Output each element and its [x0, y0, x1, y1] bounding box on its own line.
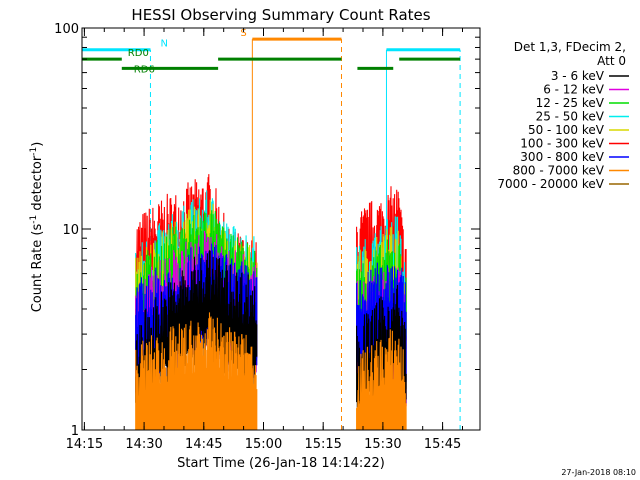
legend-entry-2: 12 - 25 keV — [536, 96, 605, 110]
svg-text:Count Rate (s-1 detector-1): Count Rate (s-1 detector-1) — [29, 142, 45, 313]
legend-entry-0: 3 - 6 keV — [551, 69, 605, 83]
flag-label-rd6: RD6 — [134, 64, 155, 75]
plot-area: N S RD0 RD6 — [81, 28, 461, 431]
x-tick-label-0: 14:15 — [66, 437, 103, 452]
x-tick-label-6: 15:45 — [424, 437, 461, 452]
flag-label-n: N — [160, 39, 167, 50]
legend-header-0: Det 1,3, FDecim 2, — [514, 40, 626, 54]
legend-entry-8: 7000 - 20000 keV — [497, 177, 604, 191]
axes: 14:15 14:30 14:45 15:00 15:15 15:30 15:45 1 10 10… — [54, 22, 481, 452]
x-tick-label-4: 15:15 — [304, 437, 341, 452]
y-tick-label-1: 10 — [62, 223, 79, 238]
x-axis-label: Start Time (26-Jan-18 14:14:22) — [177, 456, 385, 471]
y-axis-label-end: ) — [30, 142, 45, 147]
legend-entry-6: 300 - 800 keV — [520, 150, 604, 164]
legend-entry-4: 50 - 100 keV — [528, 123, 605, 137]
y-axis-label-mid: detector — [30, 155, 45, 215]
flag-label-rd0: RD0 — [128, 48, 149, 59]
y-tick-label-2: 100 — [54, 22, 79, 37]
legend-entry-7: 800 - 7000 keV — [513, 164, 605, 178]
y-axis-label-sup2: -1 — [29, 147, 39, 156]
y-axis-label-sup1: -1 — [29, 215, 39, 224]
series-0-trace-0 — [135, 250, 258, 428]
flag-label-s: S — [240, 28, 246, 39]
legend-entry-3: 25 - 50 keV — [536, 110, 605, 124]
y-tick-label-0: 1 — [71, 424, 79, 439]
legend-entry-1: 6 - 12 keV — [543, 83, 605, 97]
legend-entry-5: 100 - 300 keV — [520, 137, 604, 151]
x-tick-label-5: 15:30 — [364, 437, 401, 452]
x-tick-label-3: 15:00 — [245, 437, 282, 452]
x-tick-label-2: 14:45 — [185, 437, 222, 452]
timestamp: 27-Jan-2018 08:10 — [561, 468, 636, 477]
y-axis-label-main: Count Rate (s — [30, 224, 45, 313]
legend-header-1: Att 0 — [597, 54, 626, 68]
series-7-drop-trace — [210, 329, 252, 430]
chart-title: HESSI Observing Summary Count Rates — [131, 6, 430, 24]
series-7-trace-1 — [356, 329, 407, 431]
y-axis-label: Count Rate (s-1 detector-1) — [29, 142, 45, 313]
x-tick-label-1: 14:30 — [125, 437, 162, 452]
